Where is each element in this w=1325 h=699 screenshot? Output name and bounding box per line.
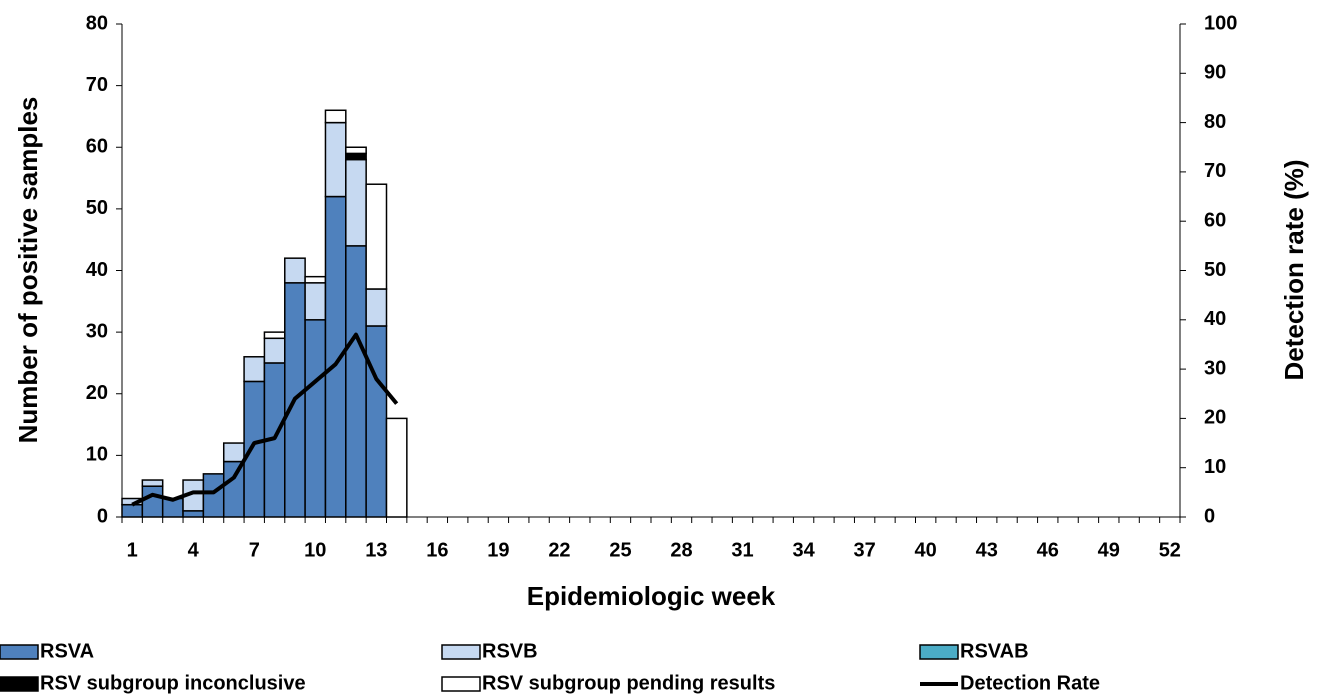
x-tick-label: 31	[731, 539, 753, 561]
bar-segment	[365, 325, 388, 518]
legend-swatch	[441, 644, 481, 660]
x-tick-label: 40	[915, 539, 937, 561]
x-tick-label: 13	[365, 539, 387, 561]
bar-segment	[222, 442, 245, 463]
y-tick-label: 0	[97, 505, 108, 527]
legend-swatch	[919, 644, 959, 660]
y-tick-label: 10	[86, 444, 108, 466]
bar-segment	[121, 503, 144, 518]
legend-label: Detection Rate	[960, 672, 1100, 694]
y2-tick-label: 70	[1204, 160, 1226, 182]
bar-segment	[345, 152, 367, 161]
bar-segment	[141, 479, 164, 487]
bar-segment	[304, 319, 327, 518]
y2-axis-title: Detection rate (%)	[1279, 159, 1309, 380]
x-tick-label: 19	[487, 539, 509, 561]
legend-swatch	[0, 644, 39, 660]
bar-segment	[222, 460, 245, 518]
x-tick-label: 52	[1159, 539, 1181, 561]
bar-segment	[263, 331, 286, 340]
y-tick-label: 70	[86, 74, 108, 96]
bar-segment	[345, 146, 367, 155]
legend-label: RSVB	[482, 640, 538, 662]
x-tick-label: 46	[1037, 539, 1059, 561]
bar-segment	[304, 282, 327, 321]
x-tick-label: 10	[304, 539, 326, 561]
bar-segment	[284, 257, 306, 284]
y2-tick-label: 0	[1204, 505, 1215, 527]
y2-tick-label: 40	[1204, 308, 1226, 330]
bar-segment	[243, 380, 266, 518]
y-axis-title: Number of positive samples	[13, 97, 43, 444]
x-tick-label: 1	[127, 539, 138, 561]
bar-segment	[243, 356, 266, 383]
x-tick-label: 28	[670, 539, 692, 561]
x-axis-title: Epidemiologic week	[527, 581, 776, 611]
x-tick-label: 34	[792, 539, 815, 561]
bar-segment	[304, 275, 327, 284]
bar-segment	[365, 288, 388, 327]
bar-segment	[202, 473, 225, 518]
y-tick-label: 50	[86, 197, 108, 219]
bar-segment	[385, 417, 408, 518]
y2-tick-label: 10	[1204, 456, 1226, 478]
x-tick-label: 7	[249, 539, 260, 561]
bar-segment	[141, 485, 164, 518]
x-tick-label: 49	[1098, 539, 1120, 561]
bar-segment	[182, 510, 205, 518]
x-tick-label: 43	[976, 539, 998, 561]
x-tick-label: 22	[548, 539, 570, 561]
y-tick-label: 20	[86, 382, 108, 404]
y2-tick-label: 60	[1204, 209, 1226, 231]
y2-tick-label: 100	[1204, 12, 1237, 34]
legend-label: RSV subgroup pending results	[482, 672, 775, 694]
legend-swatch	[0, 676, 39, 692]
y2-tick-label: 30	[1204, 357, 1226, 379]
y-tick-label: 60	[86, 136, 108, 158]
bar-segment	[345, 245, 367, 518]
legend-label: RSV subgroup inconclusive	[40, 672, 306, 694]
bar-segment	[324, 109, 347, 124]
bar-segment	[263, 337, 286, 364]
y-tick-label: 40	[86, 259, 108, 281]
y2-tick-label: 20	[1204, 407, 1226, 429]
legend-label: RSVAB	[960, 640, 1029, 662]
y2-tick-label: 80	[1204, 111, 1226, 133]
bar-segment	[365, 183, 388, 290]
y2-tick-label: 90	[1204, 62, 1226, 84]
legend-label: RSVA	[40, 640, 94, 662]
x-tick-label: 37	[854, 539, 876, 561]
y-tick-label: 80	[86, 12, 108, 34]
bar-segment	[324, 121, 347, 198]
x-tick-label: 16	[426, 539, 448, 561]
bar-segment	[345, 158, 367, 247]
x-tick-label: 4	[188, 539, 200, 561]
y-tick-label: 30	[86, 320, 108, 342]
y2-tick-label: 50	[1204, 259, 1226, 281]
x-tick-label: 25	[609, 539, 631, 561]
legend-swatch	[441, 676, 481, 692]
line	[131, 332, 399, 507]
